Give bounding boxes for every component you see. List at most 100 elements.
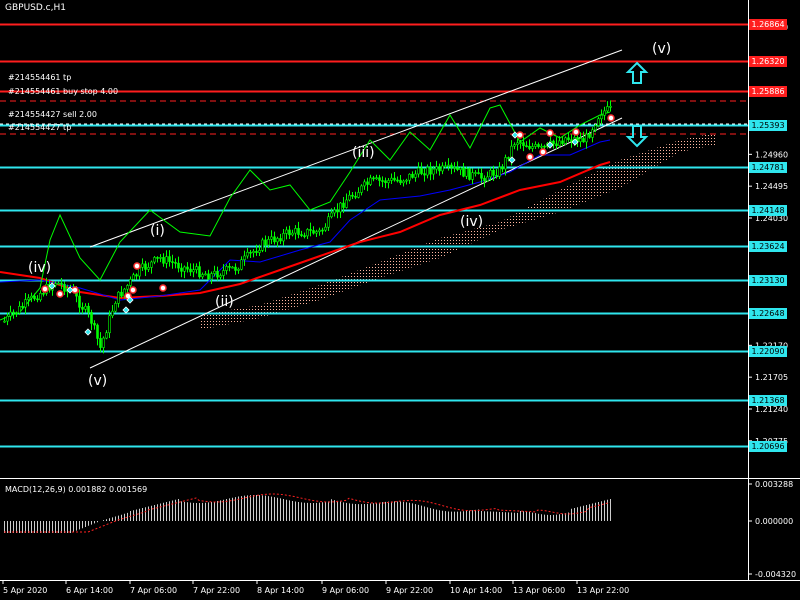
- candle-body: [489, 169, 492, 178]
- price-tag: 1.22090: [749, 345, 787, 357]
- candle-body: [15, 312, 18, 315]
- candle-body: [228, 266, 231, 268]
- trade-marker: [546, 129, 554, 137]
- candle-body: [306, 229, 309, 237]
- candle-body: [321, 229, 324, 232]
- candle-body: [180, 267, 183, 272]
- candle-body: [477, 172, 480, 174]
- macd-tick-label: -0.004320: [755, 570, 796, 579]
- macd-tick-label: 0.000000: [755, 517, 793, 526]
- candle-body: [177, 262, 180, 269]
- order-label-sell[interactable]: #214554427 sell 2.00: [8, 110, 97, 119]
- price-tag: 1.26320: [749, 55, 787, 67]
- candle-body: [249, 251, 252, 254]
- candle-body: [261, 239, 264, 251]
- elliott-wave-labels: (iv) (v) (i) (ii) (iii) (iv) (v): [28, 41, 671, 389]
- price-tag: 1.25393: [749, 119, 787, 131]
- candle-body: [282, 233, 285, 242]
- candle-body: [384, 180, 387, 184]
- candle-body: [453, 167, 456, 169]
- candle-body: [507, 157, 510, 159]
- candle-body: [603, 110, 606, 116]
- price-tick-label: 1.24960: [755, 150, 788, 159]
- candle-body: [366, 181, 369, 185]
- candle-body: [555, 143, 558, 147]
- candle-body: [96, 324, 99, 339]
- candle-body: [192, 269, 195, 273]
- order-label-buy-stop[interactable]: #214554461 buy stop 4.00: [8, 87, 119, 96]
- trade-marker: [133, 262, 141, 270]
- time-axis: 5 Apr 2020 6 Apr 14:00 7 Apr 06:00 7 Apr 22…: [2, 580, 629, 595]
- candle-body: [9, 311, 12, 317]
- candle-body: [87, 305, 90, 313]
- candle-body: [441, 165, 444, 172]
- candle-body: [132, 274, 135, 280]
- candle-body: [435, 166, 438, 170]
- trade-markers: [41, 114, 615, 336]
- candle-body: [153, 257, 156, 263]
- candle-body: [426, 166, 429, 176]
- candle-body: [588, 133, 591, 138]
- order-label-tp[interactable]: #214554461 tp: [8, 73, 72, 82]
- candle-body: [42, 292, 45, 295]
- candle-body: [24, 299, 27, 308]
- wave-label: (iv): [28, 260, 51, 276]
- candle-body: [519, 142, 522, 144]
- candle-body: [318, 229, 321, 232]
- wave-label: (iv): [460, 214, 483, 230]
- candle-body: [165, 256, 168, 264]
- candle-body: [522, 142, 525, 147]
- candle-body: [501, 166, 504, 170]
- candle-body: [204, 273, 207, 276]
- price-tick-label: 1.21705: [755, 373, 788, 382]
- candle-body: [156, 257, 159, 259]
- trade-marker: [511, 131, 519, 139]
- time-tick-label: 9 Apr 06:00: [322, 586, 369, 595]
- price-tick-label: 1.24495: [755, 182, 788, 191]
- candle-body: [417, 167, 420, 175]
- candle-body: [90, 312, 93, 324]
- trade-marker: [571, 138, 579, 146]
- candle-body: [333, 209, 336, 214]
- candle-body: [141, 263, 144, 268]
- candle-body: [63, 284, 66, 292]
- candle-body: [144, 263, 147, 270]
- candle-body: [396, 179, 399, 182]
- candle-body: [408, 173, 411, 181]
- candle-body: [147, 267, 150, 270]
- trade-marker: [539, 148, 547, 156]
- candle-body: [240, 259, 243, 270]
- candle-body: [495, 175, 498, 177]
- candle-body: [465, 168, 468, 177]
- candle-body: [534, 144, 537, 147]
- candle-body: [564, 137, 567, 144]
- price-tag: 1.22648: [749, 307, 787, 319]
- candle-body: [411, 173, 414, 178]
- candle-body: [525, 145, 528, 148]
- candle-body: [129, 279, 132, 286]
- candle-body: [102, 337, 105, 348]
- candle-body: [462, 167, 465, 177]
- price-tag: 1.23624: [749, 240, 787, 252]
- channel-upper-line[interactable]: [89, 49, 623, 248]
- candle-body: [471, 172, 474, 180]
- candle-body: [381, 180, 384, 182]
- candle-body: [18, 306, 21, 314]
- candle-body: [336, 209, 339, 213]
- trade-marker: [129, 286, 137, 294]
- price-tag: 1.20696: [749, 440, 787, 452]
- wave-label: (v): [652, 41, 671, 57]
- candle-body: [294, 228, 297, 234]
- order-label-sell-tp[interactable]: #214554427 tp: [8, 123, 72, 132]
- candle-body: [111, 310, 114, 317]
- time-tick-label: 13 Apr 22:00: [577, 586, 629, 595]
- time-tick-label: 13 Apr 06:00: [513, 586, 565, 595]
- candle-body: [540, 145, 543, 148]
- up-arrow-icon: [625, 61, 649, 84]
- candle-body: [339, 202, 342, 213]
- candle-body: [492, 169, 495, 176]
- trade-marker: [159, 284, 167, 292]
- candle-body: [288, 229, 291, 236]
- candle-body: [537, 144, 540, 147]
